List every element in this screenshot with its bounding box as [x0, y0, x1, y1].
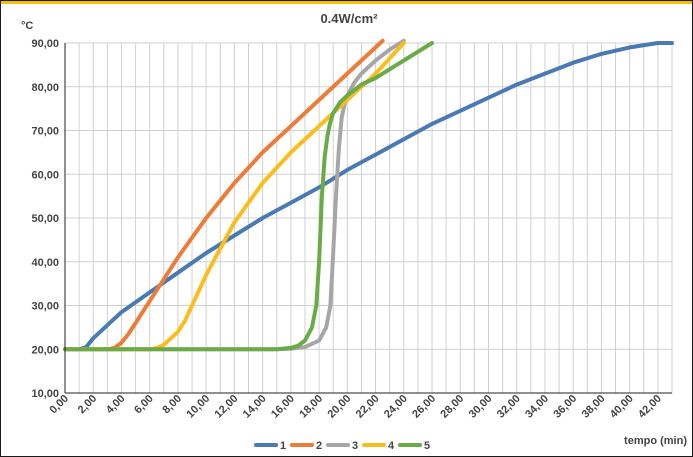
- legend-label-2: 2: [316, 440, 322, 452]
- x-tick-label: 24,00: [382, 393, 410, 421]
- legend-label-1: 1: [280, 440, 286, 452]
- y-tick-labels: 10,00 20,00 30,00 40,00 50,00 60,00 70,00 80,00…: [31, 38, 59, 400]
- x-tick-label: 36,00: [551, 393, 579, 421]
- y-tick-label: 40,00: [31, 257, 59, 269]
- x-tick-label: 32,00: [495, 393, 523, 421]
- x-tick-labels: 0,00 2,00 4,00 6,00 8,00 10,00 12,00 14,00 16,00…: [47, 393, 664, 421]
- x-tick-label: 40,00: [608, 393, 636, 421]
- series-line-1: [63, 41, 674, 352]
- x-tick-label: 30,00: [467, 393, 495, 421]
- y-tick-label: 70,00: [31, 126, 59, 138]
- legend-label-4: 4: [388, 440, 395, 452]
- y-tick-label: 30,00: [31, 301, 59, 313]
- x-tick-label: 18,00: [297, 393, 325, 421]
- legend-label-3: 3: [352, 440, 358, 452]
- x-tick-label: 20,00: [325, 393, 353, 421]
- x-tick-label: 34,00: [523, 393, 551, 421]
- x-tick-label: 22,00: [354, 393, 382, 421]
- top-accent-band: [1, 1, 692, 4]
- x-tick-label: 8,00: [160, 393, 184, 417]
- x-tick-label: 16,00: [269, 393, 297, 421]
- series-lines: [63, 38, 674, 352]
- x-tick-label: 4,00: [104, 393, 128, 417]
- x-tick-label: 2,00: [76, 393, 100, 417]
- x-tick-label: 6,00: [132, 393, 156, 417]
- legend: 1 2 3 4 5: [254, 440, 430, 452]
- chart-title: 0.4W/cm²: [320, 11, 378, 26]
- y-tick-label: 80,00: [31, 82, 59, 94]
- axes: [64, 43, 672, 394]
- x-tick-label: 12,00: [213, 393, 241, 421]
- x-tick-label: 42,00: [636, 393, 664, 421]
- y-tick-label: 90,00: [31, 38, 59, 50]
- y-tick-label: 60,00: [31, 169, 59, 181]
- y-axis-label: °C: [21, 20, 33, 32]
- x-tick-label: 10,00: [184, 393, 212, 421]
- grid-lines: [64, 42, 673, 394]
- x-tick-label: 38,00: [580, 393, 608, 421]
- series-line-5: [63, 41, 434, 352]
- x-tick-label: 28,00: [438, 393, 466, 421]
- y-tick-label: 50,00: [31, 213, 59, 225]
- x-axis-label: tempo (min): [624, 435, 687, 447]
- x-tick-label: 26,00: [410, 393, 438, 421]
- y-tick-label: 20,00: [31, 344, 59, 356]
- x-tick-label: 14,00: [241, 393, 269, 421]
- y-tick-label: 10,00: [31, 388, 59, 400]
- legend-label-5: 5: [424, 440, 430, 452]
